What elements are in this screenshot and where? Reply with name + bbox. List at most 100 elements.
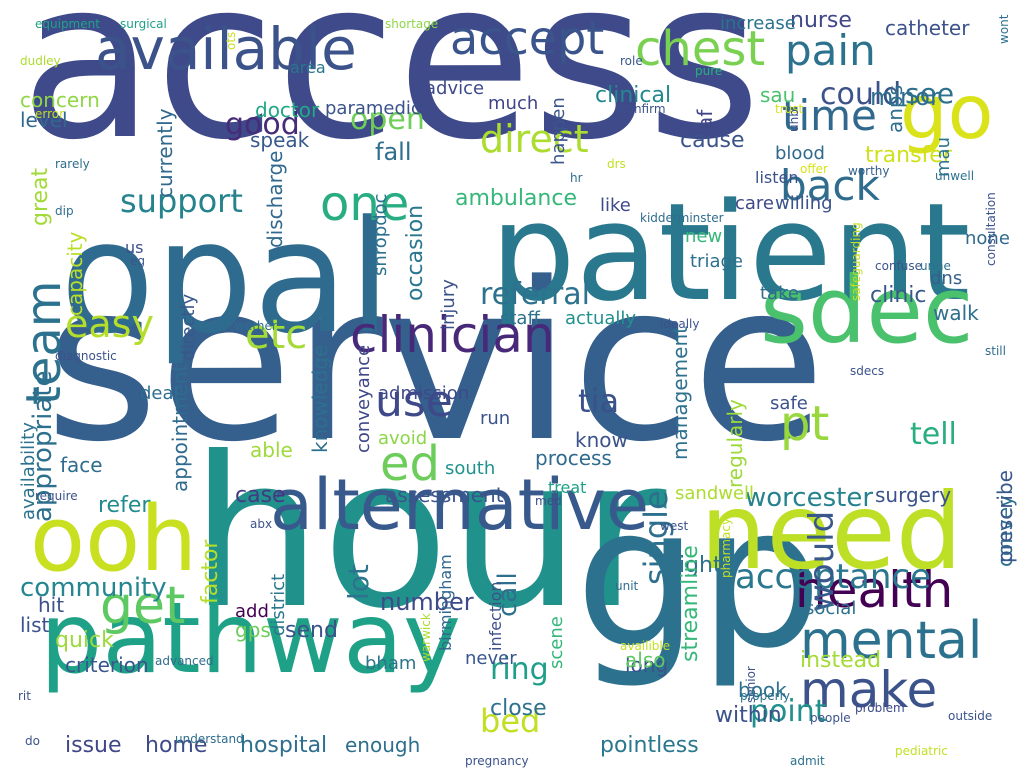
cloud-word: happen [548, 97, 569, 165]
cloud-word: factor [198, 539, 223, 605]
cloud-word: acceptance [735, 557, 932, 597]
cloud-word: new [685, 226, 723, 247]
cloud-word: sdec [760, 257, 974, 364]
cloud-word: anps [883, 84, 907, 133]
cloud-word: west [660, 519, 689, 533]
cloud-word: one [320, 176, 410, 232]
cloud-word: streamline [678, 545, 703, 662]
cloud-word: hr [570, 171, 583, 185]
cloud-word: access [20, 0, 762, 188]
cloud-word: long [625, 653, 669, 677]
cloud-word: support [120, 182, 243, 220]
cloud-word: quick [55, 628, 114, 653]
cloud-word: point [750, 694, 827, 729]
cloud-word: case [235, 483, 286, 508]
cloud-word: increase [720, 13, 796, 34]
cloud-word: ideally [660, 317, 700, 331]
cloud-word: district [268, 574, 289, 637]
cloud-word: occasion [403, 204, 428, 301]
cloud-word: abx [250, 517, 273, 531]
cloud-word: wont [997, 14, 1011, 44]
cloud-word: kidderminster [640, 211, 724, 225]
cloud-word: staff [500, 308, 540, 329]
cloud-word: also [625, 648, 666, 672]
cloud-word: dudley [20, 54, 61, 68]
cloud-word: injury [438, 278, 459, 330]
cloud-word: paramedic [325, 98, 421, 119]
cloud-word: process [535, 446, 612, 470]
cloud-word: speak [250, 128, 310, 152]
cloud-word: pointless [600, 733, 699, 758]
cloud-word: hour [190, 413, 667, 655]
cloud-word: pediatric [895, 744, 948, 758]
cloud-word: management [668, 326, 692, 460]
cloud-word: could [820, 77, 902, 112]
cloud-word: af [693, 109, 717, 129]
cloud-word: go [900, 68, 994, 156]
cloud-word: send [285, 618, 338, 643]
cloud-word: understand [175, 732, 244, 746]
cloud-word: dip [55, 204, 74, 218]
cloud-word: actually [565, 308, 637, 329]
cloud-word: direct [480, 117, 589, 161]
cloud-word: surgery [875, 483, 952, 507]
cloud-word: do [25, 734, 40, 748]
cloud-word: availability [18, 421, 39, 520]
cloud-word: community [20, 573, 167, 603]
cloud-word: service [45, 237, 826, 490]
cloud-word: diagnostic [55, 349, 117, 363]
cloud-word: catheter [885, 16, 970, 40]
cloud-word: fall [375, 138, 412, 166]
cloud-word: med [535, 494, 562, 508]
cloud-word: knowledge [308, 344, 332, 453]
cloud-word: mental [800, 611, 983, 671]
cloud-word: use [375, 376, 453, 427]
cloud-word: concern [20, 88, 100, 112]
cloud-word: number [380, 588, 474, 616]
cloud-word: gp [575, 464, 823, 691]
cloud-word: face [60, 453, 103, 477]
cloud-word: tia [578, 382, 620, 420]
cloud-word: advanced [155, 654, 214, 668]
cloud-word: referral [480, 277, 591, 312]
cloud-word: lot [342, 564, 375, 601]
cloud-word: us [125, 238, 144, 257]
cloud-word: wether [235, 319, 277, 333]
cloud-word: level [20, 108, 68, 132]
cloud-word: criterion [65, 653, 149, 677]
cloud-word: make [800, 661, 938, 719]
cloud-word: instead [800, 648, 882, 673]
cloud-word: listen [755, 168, 799, 187]
cloud-word: urine [920, 259, 951, 273]
cloud-word: refer [98, 493, 151, 518]
cloud-word: add [235, 601, 269, 622]
cloud-word: etc [245, 312, 308, 358]
cloud-word: discharge [263, 150, 287, 248]
cloud-word: book [738, 678, 787, 702]
cloud-word: accept [450, 11, 605, 65]
cloud-word: shropdoc [370, 193, 391, 277]
cloud-word: never [465, 648, 517, 669]
cloud-word: worthy [848, 164, 890, 178]
cloud-word: get [100, 576, 186, 636]
cloud-word: doctor [255, 98, 320, 122]
cloud-word: ots [224, 31, 238, 50]
cloud-word: willing [775, 193, 833, 214]
cloud-word: nurse [790, 8, 852, 33]
cloud-word: time [782, 91, 877, 140]
cloud-word: consultation [984, 192, 998, 267]
cloud-word: patient [490, 174, 971, 331]
cloud-word: admission [378, 383, 470, 404]
cloud-word: opal [60, 187, 392, 368]
cloud-word: much [488, 93, 539, 114]
cloud-word: role [620, 54, 643, 68]
cloud-word: eg [130, 254, 145, 268]
cloud-word: drs [607, 157, 626, 171]
cloud-word: know [575, 428, 628, 452]
cloud-word: problem [855, 701, 905, 715]
cloud-word: pt [780, 396, 830, 452]
cloud-word: still [985, 344, 1006, 358]
cloud-word: run [480, 408, 511, 429]
cloud-word: take [760, 283, 799, 304]
cloud-word: alternative [270, 464, 650, 546]
